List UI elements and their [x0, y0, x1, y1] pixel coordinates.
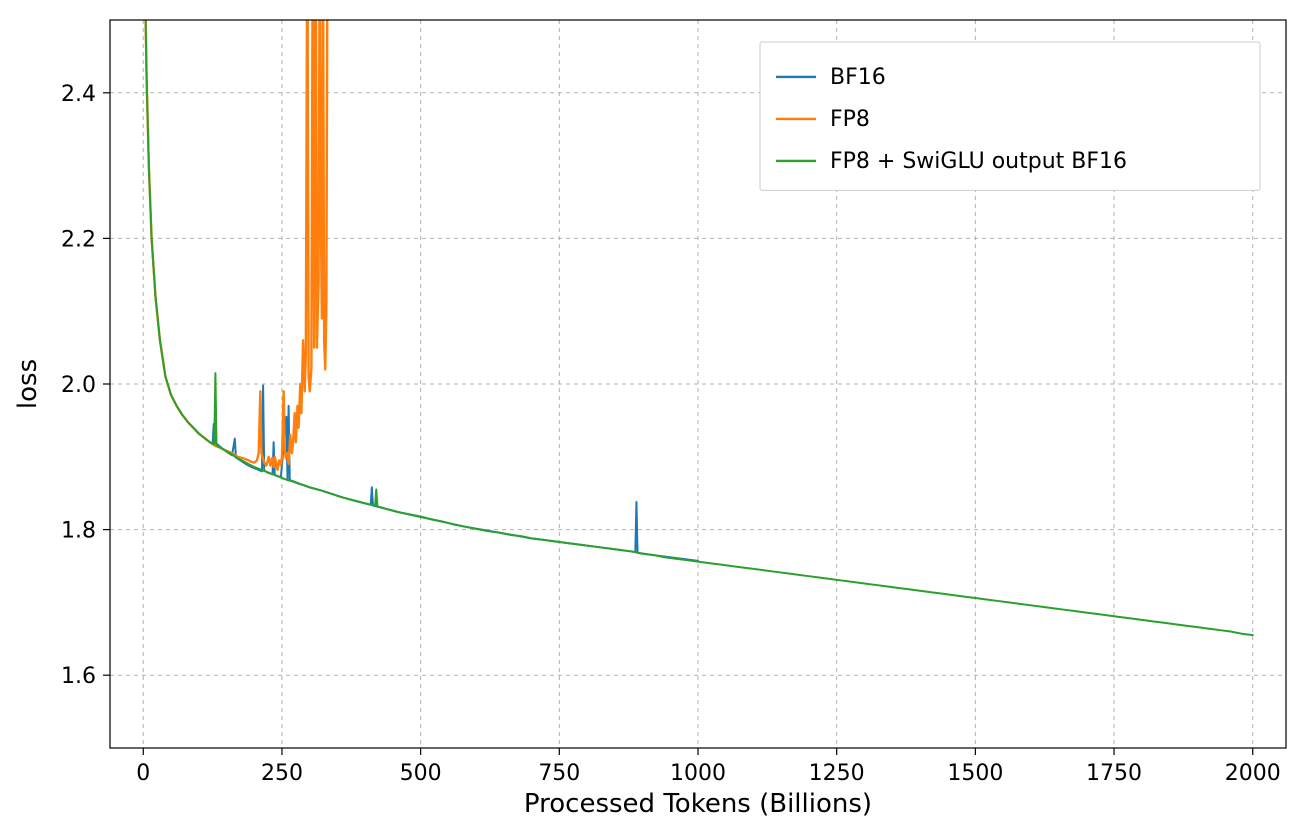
x-tick-label: 1000 — [670, 761, 726, 786]
legend: BF16 FP8 FP8 + SwiGLU output BF16 — [760, 42, 1260, 190]
y-tick-label: 2.2 — [61, 227, 96, 252]
x-tick-label: 250 — [261, 761, 303, 786]
loss-chart: 0 250 500 750 1000 1250 1500 1750 2000 1.6 1.8 2.0 2… — [0, 0, 1316, 838]
x-tick-label: 1750 — [1086, 761, 1142, 786]
x-axis-label: Processed Tokens (Billions) — [524, 789, 872, 819]
y-tick-label: 2.4 — [61, 82, 96, 107]
y-tick-label: 1.8 — [61, 519, 96, 544]
x-tick-label: 0 — [136, 761, 150, 786]
chart-svg: 0 250 500 750 1000 1250 1500 1750 2000 1.6 1.8 2.0 2… — [0, 0, 1316, 838]
legend-label-2: FP8 + SwiGLU output BF16 — [830, 149, 1127, 174]
x-tick-label: 750 — [538, 761, 580, 786]
legend-label-1: FP8 — [830, 107, 870, 132]
y-axis-label: loss — [13, 359, 43, 409]
x-tick-label: 1500 — [947, 761, 1003, 786]
legend-label-0: BF16 — [830, 65, 886, 90]
x-tick-label: 2000 — [1225, 761, 1281, 786]
x-tick-label: 500 — [400, 761, 442, 786]
x-tick-label: 1250 — [809, 761, 865, 786]
y-tick-label: 1.6 — [61, 664, 96, 689]
y-tick-label: 2.0 — [61, 373, 96, 398]
